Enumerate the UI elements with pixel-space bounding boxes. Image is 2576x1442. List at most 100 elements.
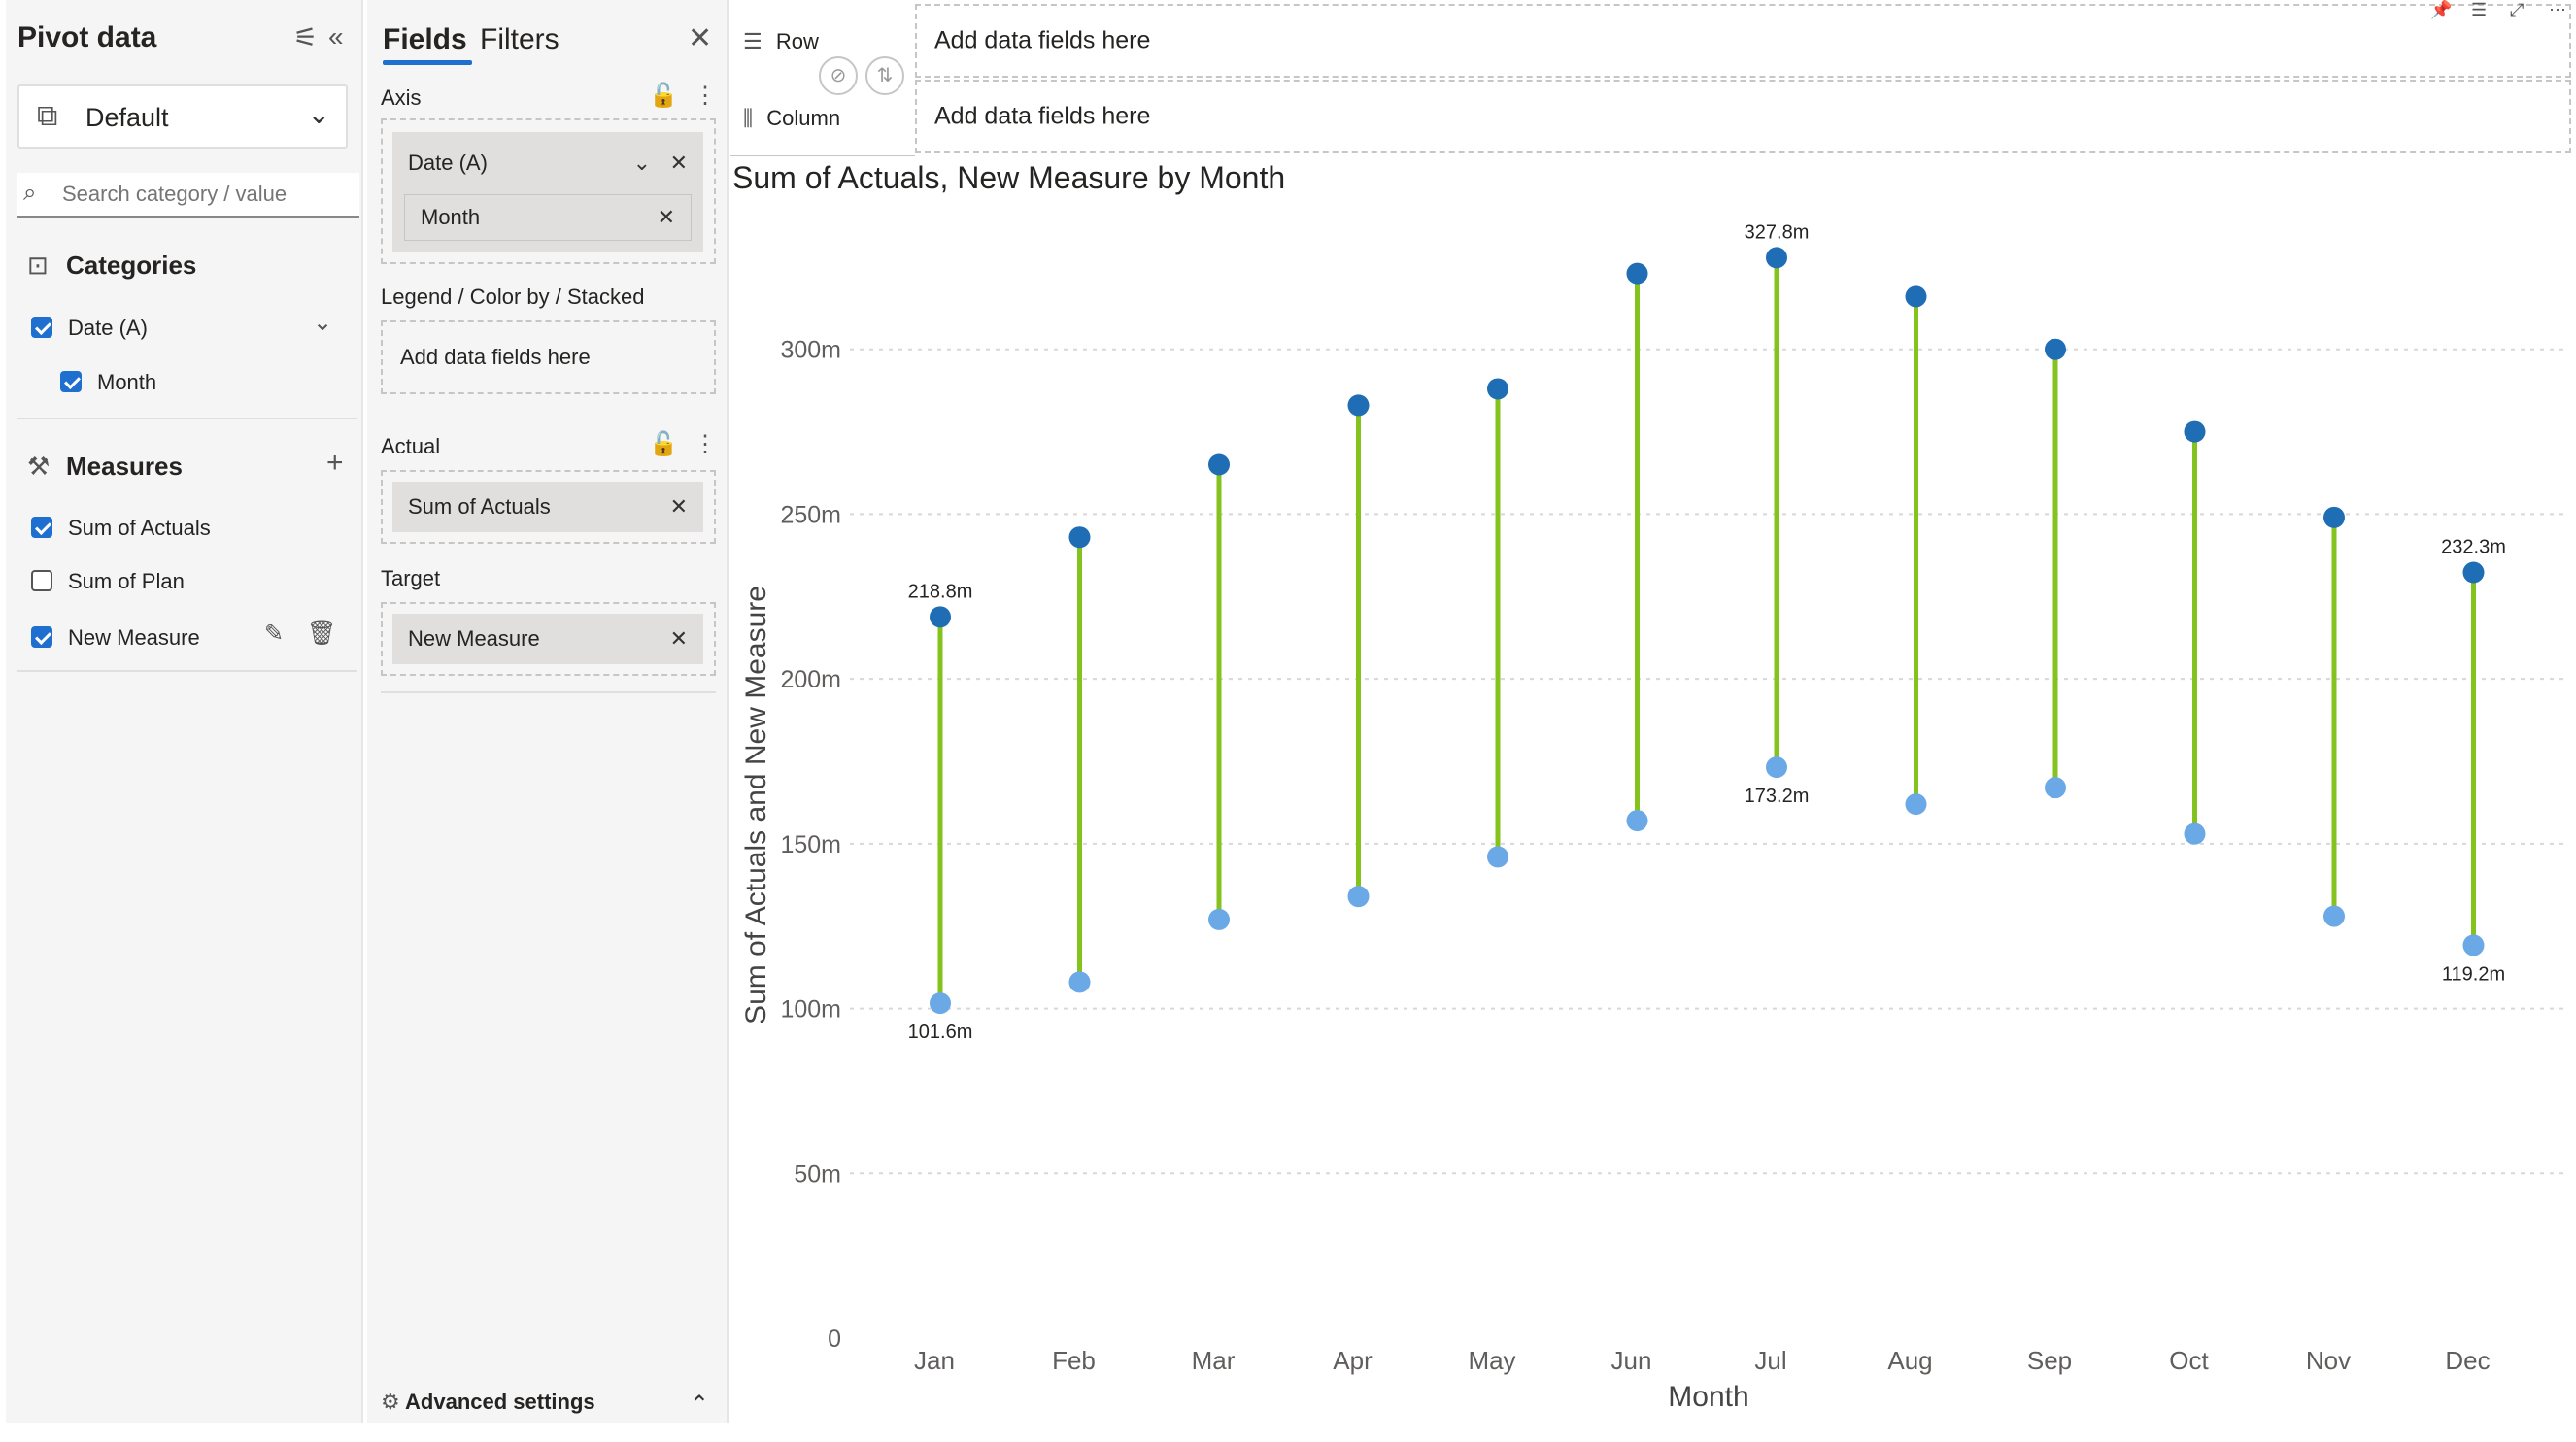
divider	[730, 155, 915, 156]
new-measure-point	[1208, 908, 1230, 930]
sliders-icon[interactable]: ⚟	[293, 22, 319, 52]
actual-point	[1068, 526, 1091, 549]
column-drop-zone[interactable]: Add data fields here	[915, 80, 2571, 153]
lock-icon[interactable]: 🔓	[649, 83, 678, 109]
new-measure-point	[930, 992, 951, 1015]
measures-header: ⚒ Measures	[27, 452, 183, 481]
data-label: 173.2m	[1745, 786, 1810, 807]
actual-point	[1208, 453, 1230, 476]
y-tick-label: 250m	[780, 501, 841, 528]
axis-sub-chip-label: Month	[421, 205, 481, 229]
y-tick-label: 300m	[780, 337, 841, 364]
pin-icon[interactable]: 📌	[2430, 0, 2453, 19]
tab-filters[interactable]: Filters	[480, 23, 559, 55]
target-label: Target	[381, 566, 441, 590]
axis-well[interactable]: Date (A) ⌄ ✕ Month ✕	[381, 118, 716, 264]
y-tick-label: 200m	[780, 666, 841, 693]
actual-point	[930, 606, 951, 628]
more-icon[interactable]: ⋮	[694, 431, 717, 457]
remove-icon[interactable]: ✕	[669, 626, 688, 651]
close-icon[interactable]: ✕	[688, 22, 713, 54]
category-date-label: Date (A)	[68, 316, 148, 340]
search-box[interactable]: ⌕	[17, 173, 359, 218]
actual-point	[1347, 394, 1370, 417]
filter-icon[interactable]: ☰	[2471, 0, 2488, 19]
swap-icon[interactable]: ⇅	[865, 56, 904, 95]
remove-icon[interactable]: ✕	[669, 494, 688, 519]
remove-icon[interactable]: ✕	[669, 151, 688, 175]
new-measure-point	[1905, 793, 1927, 816]
new-measure-point	[1068, 971, 1091, 993]
row-drop-zone[interactable]: Add data fields here	[915, 4, 2571, 78]
checkbox-month[interactable]	[60, 371, 82, 392]
new-measure-point	[1487, 846, 1508, 868]
pivot-panel: Pivot data ⚟ « ⧉ Default ⌄ ⌕ ⊡Categories…	[6, 0, 363, 1423]
layout-icon: ⧉	[37, 100, 58, 132]
actual-well[interactable]: Sum of Actuals ✕	[381, 470, 716, 544]
preset-dropdown[interactable]: ⧉ Default ⌄	[17, 84, 348, 149]
data-label: 327.8m	[1745, 221, 1810, 243]
advanced-settings[interactable]: ⚙ Advanced settings	[381, 1390, 595, 1415]
x-tick-label: Jan	[914, 1346, 955, 1375]
divider	[17, 418, 357, 419]
more-options-icon[interactable]: ⋯	[2549, 0, 2566, 19]
actual-label: Actual	[381, 434, 441, 458]
more-icon[interactable]: ⋮	[694, 83, 717, 109]
target-chip[interactable]: New Measure ✕	[392, 614, 703, 664]
y-tick-label: 150m	[780, 831, 841, 858]
column-placeholder: Add data fields here	[934, 102, 1151, 130]
axis-chip-date[interactable]: Date (A) ⌄ ✕ Month ✕	[392, 132, 703, 252]
data-label: 218.8m	[908, 581, 973, 602]
lock-icon[interactable]: 🔓	[649, 431, 678, 457]
add-measure-icon[interactable]: +	[326, 447, 344, 479]
column-label: Column	[766, 106, 841, 130]
x-tick-label: Jun	[1611, 1346, 1652, 1375]
checkbox-date[interactable]	[31, 317, 52, 338]
legend-well[interactable]: Add data fields here	[381, 320, 716, 394]
divider	[381, 691, 716, 693]
edit-icon[interactable]: ✎	[264, 620, 285, 647]
search-icon: ⌕	[23, 180, 37, 206]
delete-icon[interactable]: 🗑	[307, 620, 337, 647]
row-label-group: ☰ Row	[743, 29, 819, 54]
search-input[interactable]	[60, 181, 346, 208]
checkbox-sum-of-actuals[interactable]	[31, 517, 52, 538]
chevron-down-icon[interactable]: ⌄	[632, 151, 651, 175]
pivot-title: Pivot data	[17, 21, 157, 53]
axis-chip-label: Date (A)	[408, 151, 488, 175]
link-icon[interactable]: ⊘	[819, 56, 858, 95]
tab-fields[interactable]: Fields	[383, 23, 467, 55]
new-measure-point	[1626, 810, 1648, 832]
x-tick-label: Apr	[1333, 1346, 1373, 1375]
checkbox-new-measure[interactable]	[31, 626, 52, 648]
y-tick-label: 0	[828, 1325, 841, 1353]
actual-chip[interactable]: Sum of Actuals ✕	[392, 482, 703, 532]
checkbox-sum-of-plan[interactable]	[31, 570, 52, 591]
x-tick-label: Sep	[2027, 1346, 2072, 1375]
target-chip-label: New Measure	[408, 626, 540, 651]
actual-point	[1626, 262, 1648, 285]
double-chevron-left-icon[interactable]: «	[328, 21, 344, 51]
chevron-down-icon[interactable]: ⌄	[313, 310, 333, 336]
legend-placeholder: Add data fields here	[400, 345, 591, 369]
divider	[17, 670, 357, 672]
chevron-up-icon[interactable]: ⌃	[689, 1392, 709, 1418]
data-label: 119.2m	[2442, 963, 2505, 985]
expand-icon[interactable]: ⤢	[2510, 0, 2525, 19]
x-tick-label: May	[1468, 1346, 1515, 1375]
axis-sub-chip-month[interactable]: Month ✕	[404, 194, 692, 241]
y-tick-label: 50m	[794, 1160, 841, 1188]
target-well[interactable]: New Measure ✕	[381, 602, 716, 676]
dumbbell-chart: Sum of Actuals, New Measure by Month Sum…	[732, 160, 2564, 1413]
advanced-settings-label: Advanced settings	[405, 1390, 595, 1414]
x-axis-label: Month	[1668, 1381, 1748, 1413]
y-tick-label: 100m	[780, 996, 841, 1023]
new-measure-point	[2184, 822, 2206, 845]
preset-value: Default	[85, 103, 169, 132]
measures-icon: ⚒	[27, 452, 51, 481]
actual-point	[1905, 285, 1927, 308]
legend-label: Legend / Color by / Stacked	[381, 285, 645, 309]
remove-icon[interactable]: ✕	[657, 205, 675, 229]
x-tick-label: Aug	[1887, 1346, 1932, 1375]
measure-label: Sum of Plan	[68, 569, 185, 593]
